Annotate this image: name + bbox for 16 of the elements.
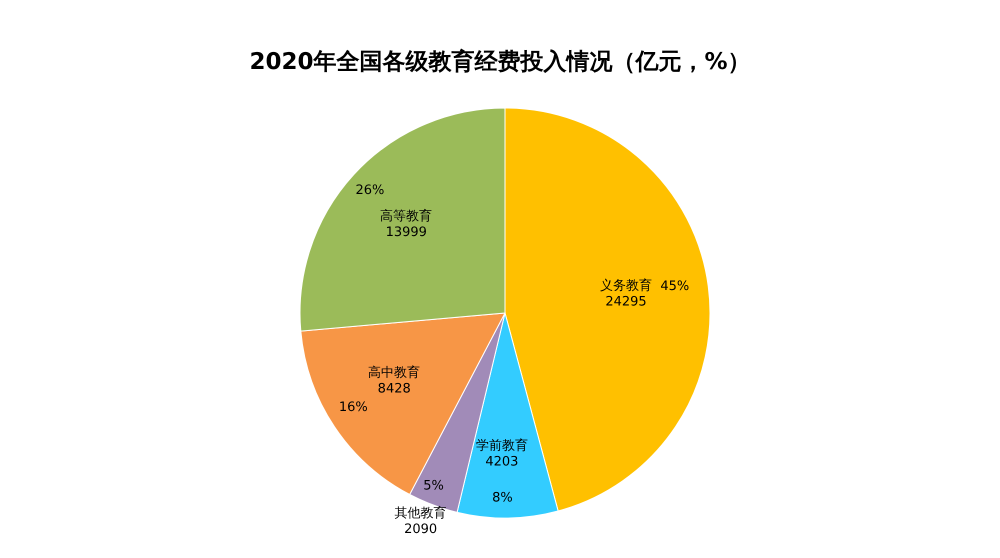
data-label: 2090 — [404, 522, 438, 538]
text: 5% — [423, 478, 444, 494]
chart-title: 2020年全国各级教育经费投入情况（亿元，%） — [248, 48, 752, 77]
slice-label: 义务教育 — [600, 277, 652, 294]
slice-label: 高等教育 — [380, 208, 432, 224]
text: 8% — [492, 490, 513, 506]
slice-label: 高中教育 — [368, 364, 420, 380]
data-label: 8428 — [378, 381, 411, 396]
text: 45% — [660, 278, 690, 294]
text: 26% — [356, 182, 384, 198]
data-label: 24295 — [605, 294, 647, 310]
data-label: 13999 — [386, 225, 427, 240]
data-label: 4203 — [485, 454, 518, 470]
slice-label: 学前教育 — [476, 437, 528, 454]
text: 16% — [338, 400, 368, 415]
slice-label: 其他教育 — [394, 505, 447, 522]
